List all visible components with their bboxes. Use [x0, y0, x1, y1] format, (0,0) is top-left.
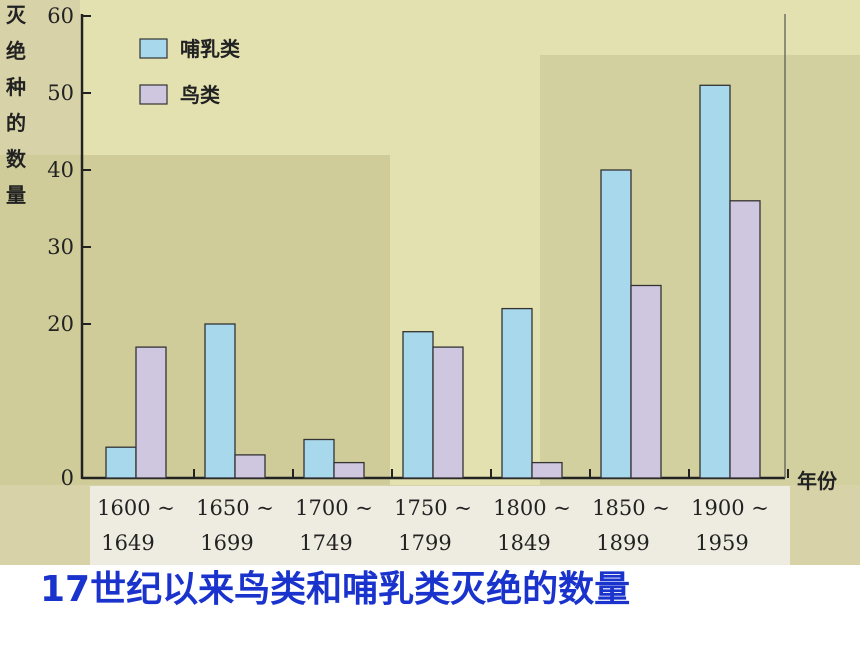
x-tick-label-start: 1850 ~ — [592, 496, 670, 520]
bar-bird — [729, 200, 761, 479]
legend-label-bird: 鸟类 — [180, 83, 220, 107]
x-axis-label: 年份 — [797, 469, 838, 493]
bar-mammal — [402, 331, 434, 479]
y-tick-label: 60 — [47, 4, 74, 28]
x-tick-label-end: 1799 — [398, 531, 451, 555]
bar-mammal — [204, 323, 236, 479]
y-tick-label: 30 — [47, 235, 74, 259]
figure-caption: 17世纪以来鸟类和哺乳类灭绝的数量 — [40, 565, 840, 615]
bar-mammal — [501, 307, 533, 479]
x-tick-label-start: 1800 ~ — [493, 496, 571, 520]
y-axis-label-char: 绝 — [6, 39, 26, 63]
bar-bird — [432, 346, 464, 479]
x-tick-label-start: 1700 ~ — [295, 496, 373, 520]
x-tick-label-end: 1899 — [596, 531, 649, 555]
legend: 哺乳类 鸟类 — [139, 37, 240, 107]
y-axis-label-char: 灭 — [6, 3, 27, 27]
x-tick-label-start: 1600 ~ — [97, 496, 175, 520]
legend-swatch-mammal — [139, 38, 168, 59]
x-tick-label-end: 1749 — [299, 531, 352, 555]
y-tick-label: 0 — [61, 466, 74, 490]
legend-swatch-bird — [139, 84, 168, 105]
bar-mammal — [303, 438, 335, 479]
legend-label-mammal: 哺乳类 — [180, 37, 240, 61]
y-tick-label: 40 — [47, 158, 74, 182]
caption-lead: 17 — [40, 569, 91, 610]
x-tick-label-start: 1650 ~ — [196, 496, 274, 520]
bar-mammal — [699, 84, 731, 479]
caption-rest: 世纪以来鸟类和哺乳类灭绝的数量 — [90, 569, 631, 610]
bar-bird — [234, 454, 266, 479]
y-axis-label-char: 种 — [5, 75, 26, 99]
bar-mammal — [600, 169, 632, 479]
y-axis-label-char: 数 — [6, 147, 27, 171]
shade-left — [0, 155, 390, 485]
y-tick-label: 50 — [47, 81, 74, 105]
x-ticks: 1600 ~ 1649 1650 ~ 1699 1700 ~ 1749 1750 ~ 1799… — [97, 469, 789, 555]
y-tick-label: 20 — [47, 312, 74, 336]
bar-bird — [630, 284, 662, 479]
bars — [105, 84, 761, 479]
x-tick-label-end: 1959 — [695, 531, 748, 555]
x-tick-label-end: 1649 — [101, 531, 154, 555]
label-strip — [90, 486, 790, 565]
bar-bird — [333, 461, 365, 479]
y-ticks: 0 20 30 40 50 60 — [47, 4, 91, 490]
x-tick-label-start: 1750 ~ — [394, 496, 472, 520]
bar-bird — [531, 461, 563, 479]
x-tick-label-end: 1849 — [497, 531, 550, 555]
y-axis-label-char: 的 — [6, 111, 26, 135]
bar-bird — [135, 346, 167, 479]
bar-mammal — [105, 446, 137, 479]
x-tick-label-start: 1900 ~ — [691, 496, 769, 520]
x-tick-label-end: 1699 — [200, 531, 253, 555]
y-axis-label-char: 量 — [6, 183, 26, 207]
